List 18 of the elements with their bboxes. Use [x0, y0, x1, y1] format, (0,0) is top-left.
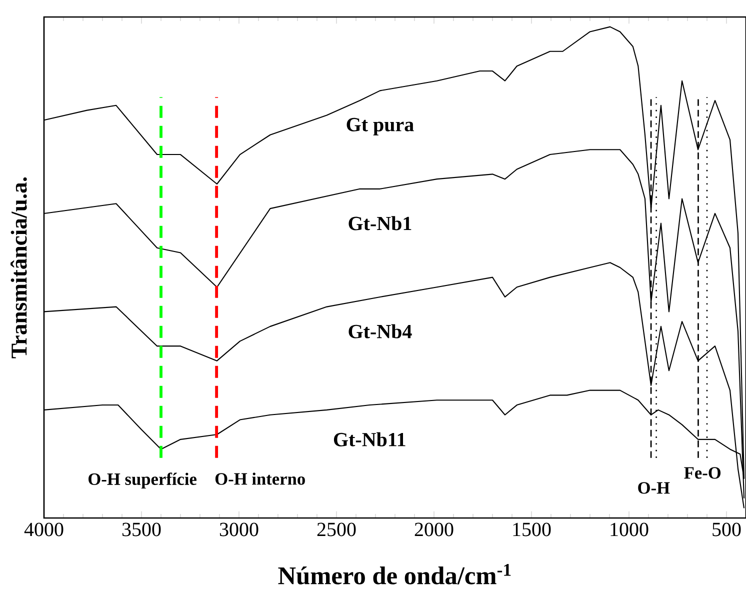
ref-line-label: O-H interno: [215, 472, 305, 485]
x-tick-label: 4000: [24, 522, 64, 536]
annotation: O-H: [638, 482, 670, 494]
x-tick-label: 1000: [610, 522, 648, 536]
x-tick-label: 3500: [122, 522, 161, 536]
series-label: Gt-Nb1: [348, 216, 412, 230]
annotation: Fe-O: [684, 467, 721, 479]
series-label: Gt-Nb4: [348, 324, 412, 338]
series-label: Gt pura: [346, 118, 414, 136]
ref-line-label: O-H superfície: [88, 472, 196, 488]
x-tick-label: 2000: [414, 522, 454, 536]
x-axis-title: Número de onda/cm$^{-1}$: [278, 564, 511, 584]
x-tick-label: 1500: [513, 522, 551, 536]
series-label: Gt-Nb11: [334, 432, 406, 446]
y-axis-title: Transmitância/u.a.: [10, 177, 27, 358]
x-tick-label: 3000: [220, 522, 258, 536]
x-tick-label: 2500: [317, 522, 356, 536]
x-tick-label: 500: [712, 522, 741, 536]
